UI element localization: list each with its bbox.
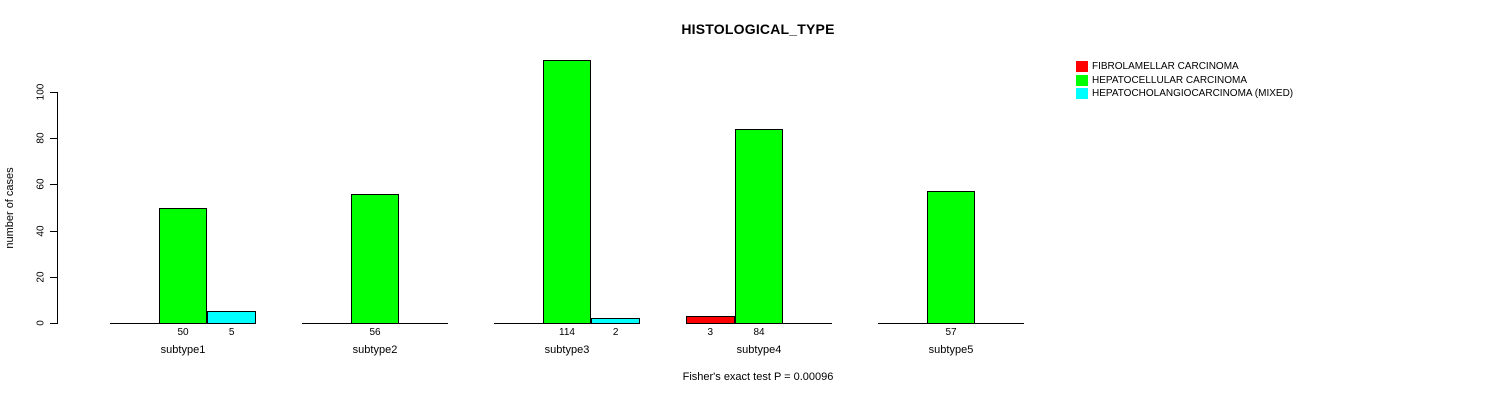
bar — [734, 128, 784, 324]
category-label: subtype2 — [352, 344, 398, 356]
category-label: subtype4 — [736, 344, 782, 356]
y-tick — [50, 230, 57, 232]
y-tick-label: 20 — [35, 271, 47, 283]
bar-value-label: 57 — [945, 327, 957, 338]
bar-value-label: 3 — [707, 327, 714, 338]
y-axis-label: number of cases — [4, 167, 16, 249]
bar-value-label: 84 — [753, 327, 765, 338]
y-axis-line — [57, 92, 58, 324]
bar — [926, 191, 976, 324]
y-tick — [50, 323, 57, 324]
bar — [686, 316, 735, 324]
bar-value-label: 50 — [177, 327, 189, 338]
y-tick — [50, 138, 57, 140]
legend-item: HEPATOCELLULAR CARCINOMA — [1076, 74, 1293, 88]
bar-value-label: 2 — [612, 327, 619, 338]
footnote-fishers-test: Fisher's exact test P = 0.00096 — [682, 371, 834, 383]
category-label: subtype5 — [928, 344, 974, 356]
legend-swatch-hepatocholangio — [1076, 88, 1088, 100]
bar-value-label: 114 — [559, 327, 575, 338]
legend-label: FIBROLAMELLAR CARCINOMA — [1092, 61, 1239, 73]
category-label: subtype3 — [544, 344, 590, 356]
y-tick — [50, 184, 57, 186]
bar-value-label: 5 — [228, 327, 235, 338]
bar — [591, 318, 640, 324]
y-tick-label: 100 — [35, 83, 47, 101]
legend-label: HEPATOCELLULAR CARCINOMA — [1092, 74, 1248, 86]
legend: FIBROLAMELLAR CARCINOMA HEPATOCELLULAR C… — [1076, 60, 1293, 101]
category-label: subtype1 — [160, 344, 206, 356]
y-tick — [50, 92, 57, 93]
y-tick-label: 80 — [35, 132, 47, 144]
bar-value-label: 56 — [369, 327, 381, 338]
bar — [207, 311, 256, 324]
chart-title: HISTOLOGICAL_TYPE — [681, 21, 835, 37]
legend-item: HEPATOCHOLANGIOCARCINOMA (MIXED) — [1076, 87, 1293, 101]
legend-swatch-hepatocellular — [1076, 74, 1088, 86]
legend-item: FIBROLAMELLAR CARCINOMA — [1076, 60, 1293, 74]
legend-label: HEPATOCHOLANGIOCARCINOMA (MIXED) — [1092, 88, 1294, 100]
bar — [158, 207, 208, 324]
y-tick-label: 60 — [35, 178, 47, 190]
y-tick-label: 0 — [35, 320, 47, 326]
y-tick — [50, 276, 57, 278]
bar — [350, 193, 400, 324]
y-tick-label: 40 — [35, 225, 47, 237]
legend-swatch-fibrolamellar — [1076, 61, 1088, 73]
bar — [542, 59, 592, 324]
